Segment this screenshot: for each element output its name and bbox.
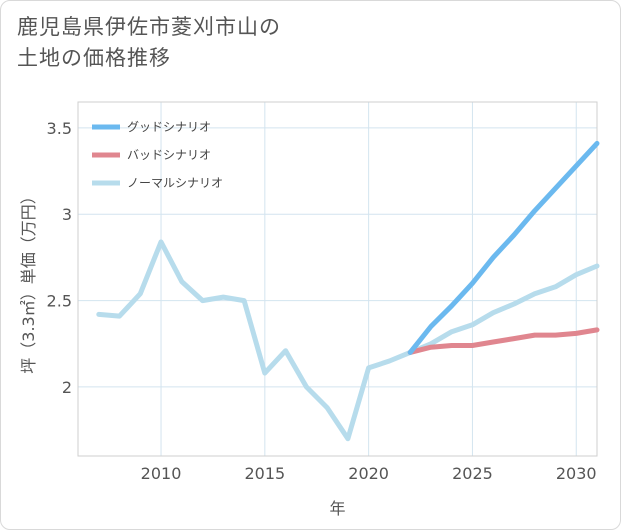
legend-label: バッドシナリオ <box>127 148 211 162</box>
x-tick-label: 2030 <box>556 464 597 483</box>
y-tick-label: 3 <box>62 205 72 224</box>
series-line-2 <box>407 327 600 355</box>
y-tick-label: 3.5 <box>47 119 72 138</box>
legend-label: ノーマルシナリオ <box>127 176 223 190</box>
y-tick-label: 2.5 <box>47 292 72 311</box>
y-tick-label: 2 <box>62 378 72 397</box>
plot-border <box>77 101 598 457</box>
x-tick-label: 2015 <box>244 464 285 483</box>
y-axis-title: 坪（3.3㎡）単価（万円） <box>19 188 38 373</box>
chart-title: 鹿児島県伊佐市菱刈市山の 土地の価格推移 <box>17 15 281 70</box>
series-layer <box>96 140 600 442</box>
x-tick-label: 2020 <box>348 464 389 483</box>
series-line-1 <box>407 140 600 355</box>
x-axis-ticks: 2010 2015 2020 2025 2030 <box>141 464 597 483</box>
x-tick-label: 2025 <box>452 464 493 483</box>
x-axis-title: 年 <box>329 499 345 518</box>
series-line-3 <box>96 239 600 442</box>
y-axis-ticks: 2 2.5 3 3.5 <box>47 119 72 397</box>
grid-lines <box>78 102 597 456</box>
legend-label: グッドシナリオ <box>127 120 211 134</box>
x-tick-label: 2010 <box>141 464 182 483</box>
